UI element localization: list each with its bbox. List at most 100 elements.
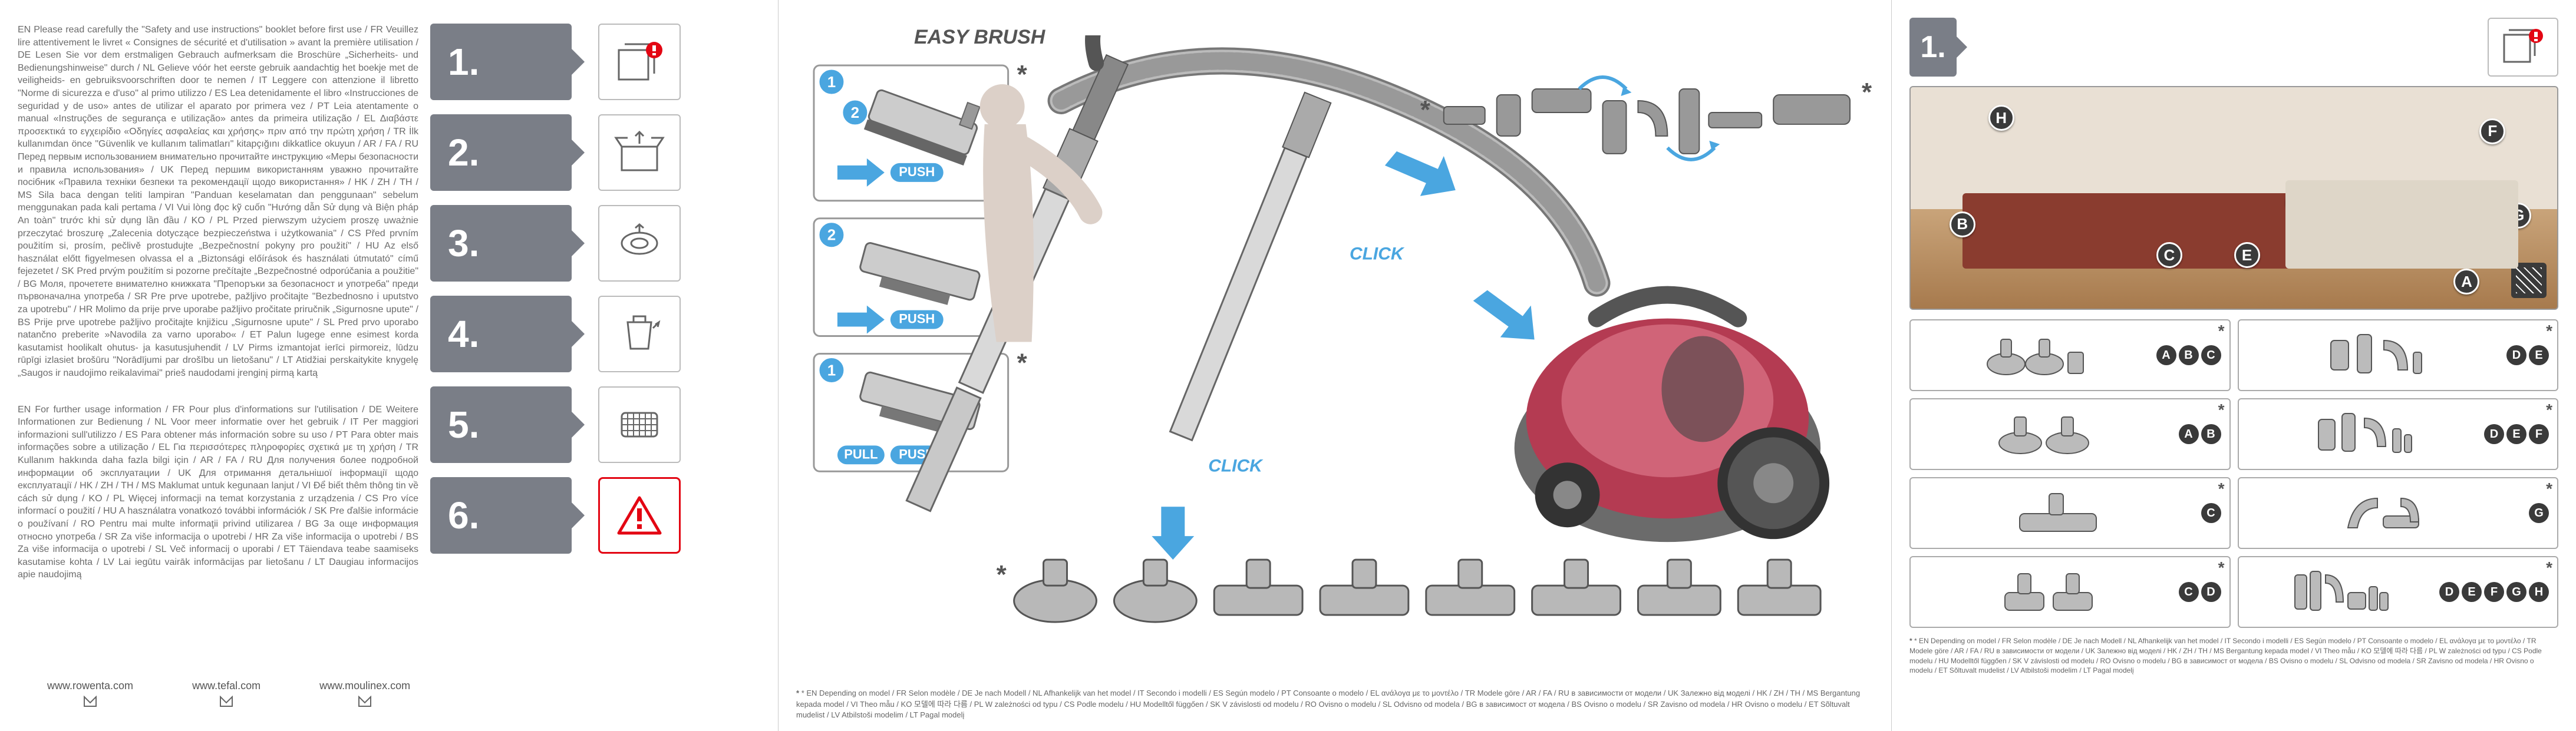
accessory-letters: CD bbox=[2179, 582, 2225, 602]
svg-text:PUSH: PUSH bbox=[899, 312, 935, 326]
step-number: 1. bbox=[430, 24, 572, 100]
letter-badge: A bbox=[2156, 345, 2176, 365]
asterisk: * bbox=[2546, 322, 2552, 340]
accessory-cell: AB * bbox=[1909, 398, 2231, 470]
letter-badge: F bbox=[2484, 582, 2504, 602]
accessory-illustration bbox=[2244, 562, 2440, 622]
website: www.tefal.com bbox=[192, 680, 260, 707]
room-letter-badge: H bbox=[1988, 105, 2014, 131]
letter-badge: G bbox=[2529, 503, 2549, 523]
letter-badge: D bbox=[2484, 424, 2504, 444]
accessory-letters: DE bbox=[2506, 345, 2552, 365]
svg-text:*: * bbox=[1420, 95, 1431, 124]
accessory-illustration bbox=[1915, 562, 2179, 622]
accessory-cell: DEF* bbox=[2238, 398, 2559, 470]
step-icon-safety-booklet bbox=[598, 24, 681, 100]
svg-text:CLICK: CLICK bbox=[1350, 244, 1405, 264]
step-icon-dust-container bbox=[598, 296, 681, 372]
accessory-cell: C* bbox=[1909, 477, 2231, 549]
p3-step-number: 1. bbox=[1909, 18, 1957, 77]
step-number: 4. bbox=[430, 296, 572, 372]
svg-text:1: 1 bbox=[827, 73, 836, 91]
step-number: 5. bbox=[430, 386, 572, 463]
room-letter-badge: G bbox=[2505, 203, 2531, 229]
letter-badge: D bbox=[2201, 582, 2221, 602]
floor-type-icon bbox=[2511, 263, 2547, 298]
panel-text-and-steps: EN Please read carefully the "Safety and… bbox=[0, 0, 778, 731]
asterisk: * bbox=[2546, 479, 2552, 498]
asterisk: * bbox=[796, 689, 799, 697]
accessory-letters: C bbox=[2201, 503, 2225, 523]
accessory-illustration bbox=[1915, 325, 2156, 385]
svg-text:1: 1 bbox=[827, 361, 836, 379]
accessory-illustration bbox=[2244, 404, 2485, 464]
steps-column: 1. 2. 3. 4. 5. bbox=[430, 24, 760, 568]
footnote: * * EN Depending on model / FR Selon mod… bbox=[796, 688, 1874, 720]
asterisk: * bbox=[2218, 401, 2225, 419]
letter-badge: E bbox=[2506, 424, 2526, 444]
step-icon-filter bbox=[598, 205, 681, 282]
room-letter-badge: B bbox=[1950, 211, 1975, 237]
panel-main-diagram: EASY BRUSH bbox=[778, 0, 1892, 731]
accessory-letters: G bbox=[2529, 503, 2552, 523]
asterisk: * bbox=[1909, 637, 1912, 645]
svg-text:2: 2 bbox=[851, 104, 859, 121]
svg-text:CLICK: CLICK bbox=[1208, 456, 1264, 475]
letter-badge: G bbox=[2506, 582, 2526, 602]
step-row: 6. bbox=[430, 477, 760, 554]
accessory-cell: CD * bbox=[1909, 556, 2231, 628]
letter-badge: D bbox=[2439, 582, 2459, 602]
p3-footnote-text: * EN Depending on model / FR Selon modèl… bbox=[1909, 637, 2542, 674]
panel-room-and-accessories: 1. HFBDGCEA ABC*DE*AB*DEF*C*G*CD*DEFGH* … bbox=[1892, 0, 2576, 731]
room-photo: HFBDGCEA bbox=[1909, 86, 2558, 310]
step-row: 1. bbox=[430, 24, 760, 100]
svg-text:2: 2 bbox=[827, 226, 836, 244]
accessory-illustration bbox=[1915, 483, 2201, 543]
step-row: 2. bbox=[430, 114, 760, 191]
letter-badge: D bbox=[2506, 345, 2526, 365]
accessory-illustration bbox=[2244, 483, 2529, 543]
accessory-letters: AB bbox=[2179, 424, 2225, 444]
letter-badge: B bbox=[2179, 345, 2199, 365]
room-letter-badge: F bbox=[2479, 118, 2505, 144]
safety-text: EN Please read carefully the "Safety and… bbox=[18, 24, 418, 380]
accessory-grid: ABC*DE*AB*DEF*C*G*CD*DEFGH* bbox=[1909, 319, 2558, 628]
accessory-illustration bbox=[2244, 325, 2507, 385]
accessory-letters: DEFGH bbox=[2439, 582, 2552, 602]
letter-badge: F bbox=[2529, 424, 2549, 444]
step-number: 6. bbox=[430, 477, 572, 554]
svg-text:*: * bbox=[997, 560, 1007, 589]
p3-header: 1. bbox=[1909, 18, 2558, 77]
svg-text:PULL: PULL bbox=[844, 446, 878, 461]
info-text: EN For further usage information / FR Po… bbox=[18, 403, 418, 581]
website-label: www.tefal.com bbox=[192, 680, 260, 692]
letter-badge: E bbox=[2462, 582, 2482, 602]
room-letter-badge: E bbox=[2234, 242, 2260, 268]
svg-text:PUSH: PUSH bbox=[899, 164, 935, 179]
letter-badge: C bbox=[2201, 503, 2221, 523]
svg-text:*: * bbox=[1862, 78, 1872, 107]
p3-footnote: * * EN Depending on model / FR Selon mod… bbox=[1909, 636, 2558, 676]
letter-badge: H bbox=[2529, 582, 2549, 602]
accessory-cell: ABC * bbox=[1909, 319, 2231, 391]
website-label: www.rowenta.com bbox=[47, 680, 133, 692]
accessory-cell: DE * bbox=[2238, 319, 2559, 391]
accessory-letters: ABC bbox=[2156, 345, 2225, 365]
asterisk: * bbox=[2218, 558, 2225, 577]
step-icon-grid bbox=[598, 386, 681, 463]
asterisk: * bbox=[2218, 322, 2225, 340]
step-number: 3. bbox=[430, 205, 572, 282]
step-number: 2. bbox=[430, 114, 572, 191]
text-column: EN Please read carefully the "Safety and… bbox=[18, 24, 418, 605]
website: www.moulinex.com bbox=[319, 680, 410, 707]
letter-badge: C bbox=[2179, 582, 2199, 602]
step-row: 5. bbox=[430, 386, 760, 463]
room-letter-badge: C bbox=[2156, 242, 2182, 268]
asterisk: * bbox=[2218, 479, 2225, 498]
letter-badge: E bbox=[2529, 345, 2549, 365]
svg-text:*: * bbox=[1017, 60, 1028, 89]
accessory-cell: DEFGH* bbox=[2238, 556, 2559, 628]
accessory-illustration bbox=[1915, 404, 2179, 464]
p3-head-icon bbox=[2488, 18, 2558, 77]
letter-badge: B bbox=[2201, 424, 2221, 444]
